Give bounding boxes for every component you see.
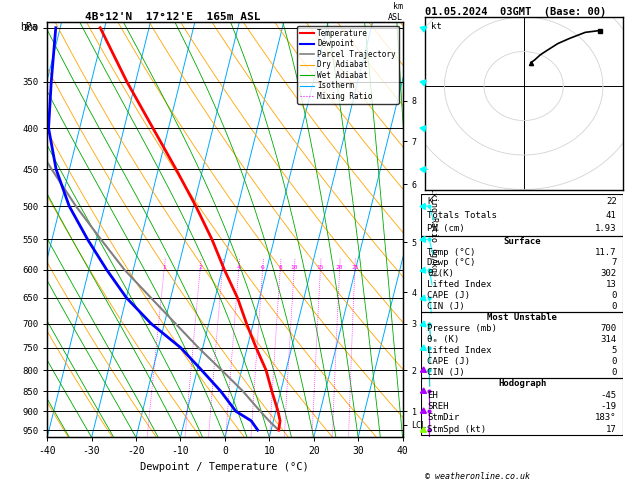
Text: 6: 6: [261, 265, 265, 270]
Bar: [421, 194, 623, 236]
Y-axis label: Mixing Ratio (g/kg): Mixing Ratio (g/kg): [429, 182, 438, 277]
Text: 0: 0: [611, 357, 616, 366]
Text: kt: kt: [430, 22, 442, 31]
Text: CAPE (J): CAPE (J): [428, 291, 470, 300]
Text: 11.7: 11.7: [595, 247, 616, 257]
Text: Surface: Surface: [503, 237, 541, 245]
Text: 1.93: 1.93: [595, 225, 616, 233]
Bar: [421, 379, 623, 434]
Text: -45: -45: [601, 391, 616, 400]
Text: StmDir: StmDir: [428, 413, 460, 422]
Text: Pressure (mb): Pressure (mb): [428, 324, 498, 333]
Text: θₑ (K): θₑ (K): [428, 335, 460, 344]
Text: hPa: hPa: [21, 22, 38, 32]
Text: 7: 7: [611, 259, 616, 267]
Text: θₑ(K): θₑ(K): [428, 269, 454, 278]
Text: K: K: [428, 197, 433, 206]
Text: 0: 0: [611, 291, 616, 300]
Text: Hodograph: Hodograph: [498, 380, 546, 388]
Text: 01.05.2024  03GMT  (Base: 00): 01.05.2024 03GMT (Base: 00): [425, 7, 606, 17]
Text: 17: 17: [606, 425, 616, 434]
Text: 41: 41: [606, 210, 616, 220]
Text: © weatheronline.co.uk: © weatheronline.co.uk: [425, 472, 530, 481]
Text: CIN (J): CIN (J): [428, 368, 465, 377]
Text: 4: 4: [237, 265, 241, 270]
Text: km
ASL: km ASL: [387, 2, 403, 22]
X-axis label: Dewpoint / Temperature (°C): Dewpoint / Temperature (°C): [140, 462, 309, 472]
Text: 13: 13: [606, 280, 616, 289]
Text: 22: 22: [606, 197, 616, 206]
Text: Dewp (°C): Dewp (°C): [428, 259, 476, 267]
Text: PW (cm): PW (cm): [428, 225, 465, 233]
Text: -19: -19: [601, 402, 616, 411]
Bar: [421, 312, 623, 379]
Text: Most Unstable: Most Unstable: [487, 313, 557, 322]
Text: 1: 1: [162, 265, 166, 270]
Text: 700: 700: [601, 324, 616, 333]
Text: Lifted Index: Lifted Index: [428, 346, 492, 355]
Text: Temp (°C): Temp (°C): [428, 247, 476, 257]
Text: 10: 10: [291, 265, 298, 270]
Legend: Temperature, Dewpoint, Parcel Trajectory, Dry Adiabat, Wet Adiabat, Isotherm, Mi: Temperature, Dewpoint, Parcel Trajectory…: [297, 26, 399, 104]
Text: 20: 20: [336, 265, 343, 270]
Text: 5: 5: [611, 346, 616, 355]
Text: 0: 0: [611, 302, 616, 311]
Text: EH: EH: [428, 391, 438, 400]
Text: Lifted Index: Lifted Index: [428, 280, 492, 289]
Text: CAPE (J): CAPE (J): [428, 357, 470, 366]
Text: 4B°12'N  17°12'E  165m ASL: 4B°12'N 17°12'E 165m ASL: [85, 12, 260, 22]
Text: 15: 15: [316, 265, 324, 270]
Text: 302: 302: [601, 269, 616, 278]
Bar: [421, 236, 623, 312]
Text: CIN (J): CIN (J): [428, 302, 465, 311]
Text: 0: 0: [611, 368, 616, 377]
Text: 3: 3: [221, 265, 225, 270]
Text: StmSpd (kt): StmSpd (kt): [428, 425, 487, 434]
Text: 314: 314: [601, 335, 616, 344]
Text: 183°: 183°: [595, 413, 616, 422]
Text: SREH: SREH: [428, 402, 449, 411]
Text: Totals Totals: Totals Totals: [428, 210, 498, 220]
Text: 25: 25: [351, 265, 359, 270]
Text: 8: 8: [279, 265, 282, 270]
Text: 2: 2: [198, 265, 202, 270]
